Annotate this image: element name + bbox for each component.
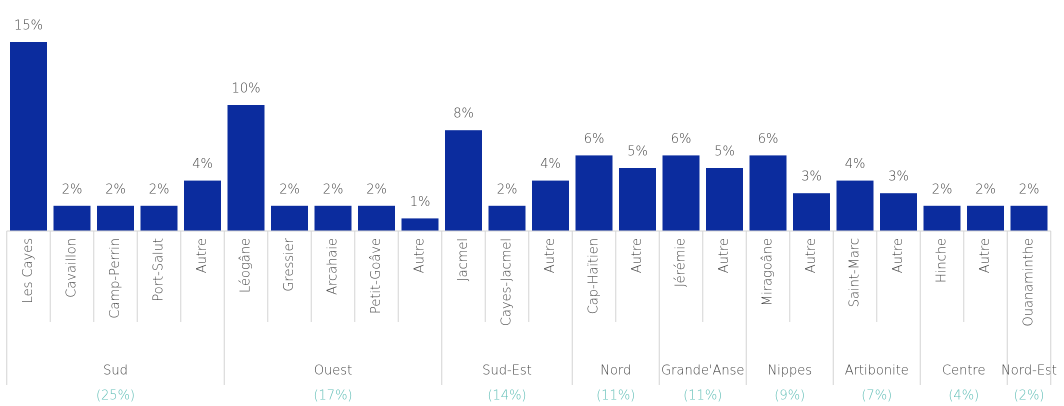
bar <box>749 155 787 231</box>
value-label: 8% <box>453 107 474 122</box>
bar <box>793 193 830 231</box>
bar <box>836 180 874 231</box>
group-share: (14%) <box>487 389 526 404</box>
bar <box>227 105 265 231</box>
group-label: Nord <box>600 364 631 379</box>
value-label: 2% <box>1019 182 1040 197</box>
bar <box>445 130 482 231</box>
value-label: 5% <box>627 145 648 160</box>
category-label: Saint-Marc <box>848 238 863 307</box>
category-label: Camp-Perrin <box>108 238 123 319</box>
category-label: Cayes-Jacmel <box>500 238 515 326</box>
category-label: Gressier <box>282 237 297 291</box>
bar <box>184 180 221 231</box>
category-label: Autre <box>195 238 210 273</box>
bar <box>923 205 961 231</box>
value-label: 1% <box>410 195 431 210</box>
category-label: Miragoâne <box>761 238 776 306</box>
bar <box>880 193 917 231</box>
category-label: Autre <box>413 238 428 273</box>
bar <box>967 205 1004 231</box>
value-label: 2% <box>105 182 126 197</box>
bar <box>271 205 308 231</box>
category-label: Autre <box>543 238 558 273</box>
category-label: Petit-Goâve <box>369 238 384 314</box>
value-label: 2% <box>932 182 953 197</box>
bar <box>314 205 352 231</box>
category-label: Autre <box>891 238 906 273</box>
bar <box>10 42 47 231</box>
value-label: 2% <box>149 182 170 197</box>
group-share: (9%) <box>774 389 805 404</box>
group-share: (11%) <box>596 389 635 404</box>
value-label: 2% <box>323 182 344 197</box>
group-label: Artibonite <box>845 364 909 379</box>
category-label: Arcahaie <box>326 238 341 295</box>
group-label: Centre <box>942 364 985 379</box>
group-share: (2%) <box>1014 389 1045 404</box>
value-label: 15% <box>14 19 43 34</box>
group-label: Sud-Est <box>482 364 532 379</box>
value-label: 2% <box>497 182 518 197</box>
category-label: Port-Salut <box>152 238 167 302</box>
value-label: 6% <box>671 132 692 147</box>
bar <box>1010 205 1048 231</box>
value-label: 2% <box>366 182 387 197</box>
value-label: 2% <box>279 182 300 197</box>
group-label: Ouest <box>314 364 352 379</box>
bar <box>662 155 700 231</box>
value-label: 2% <box>975 182 996 197</box>
value-label: 6% <box>584 132 605 147</box>
group-share: (17%) <box>313 389 352 404</box>
group-share: (11%) <box>683 389 722 404</box>
category-label: Cavaillon <box>65 238 80 298</box>
bar <box>488 205 526 231</box>
value-label: 3% <box>801 170 822 185</box>
value-label: 3% <box>888 170 909 185</box>
value-label: 4% <box>845 157 866 172</box>
category-label: Léogâne <box>239 238 254 293</box>
category-label: Les Cayes <box>21 238 36 303</box>
group-label: Nord-Est <box>1001 364 1057 379</box>
category-label: Autre <box>804 238 819 273</box>
group-share: (25%) <box>96 389 135 404</box>
bar <box>358 205 395 231</box>
value-label: 4% <box>540 157 561 172</box>
bar <box>97 205 134 231</box>
bar <box>53 205 91 231</box>
bar <box>532 180 569 231</box>
group-share: (4%) <box>948 389 979 404</box>
category-label: Cap-Haïtien <box>587 238 602 314</box>
bar <box>401 218 439 231</box>
value-label: 4% <box>192 157 213 172</box>
category-label: Hinche <box>935 238 950 283</box>
bar <box>706 168 743 231</box>
category-label: Autre <box>630 238 645 273</box>
category-label: Autre <box>978 238 993 273</box>
bar <box>140 205 178 231</box>
category-label: Ouanaminthe <box>1022 238 1037 327</box>
value-label: 5% <box>714 145 735 160</box>
group-label: Grande'Anse <box>661 364 744 379</box>
category-label: Autre <box>717 238 732 273</box>
group-label: Sud <box>103 364 128 379</box>
bar <box>575 155 613 231</box>
group-share: (7%) <box>861 389 892 404</box>
category-label: Jérémie <box>674 238 689 287</box>
value-label: 6% <box>758 132 779 147</box>
category-label: Jacmel <box>456 238 471 281</box>
bar <box>619 168 656 231</box>
value-label: 10% <box>232 82 261 97</box>
value-label: 2% <box>62 182 83 197</box>
group-label: Nippes <box>767 364 812 379</box>
